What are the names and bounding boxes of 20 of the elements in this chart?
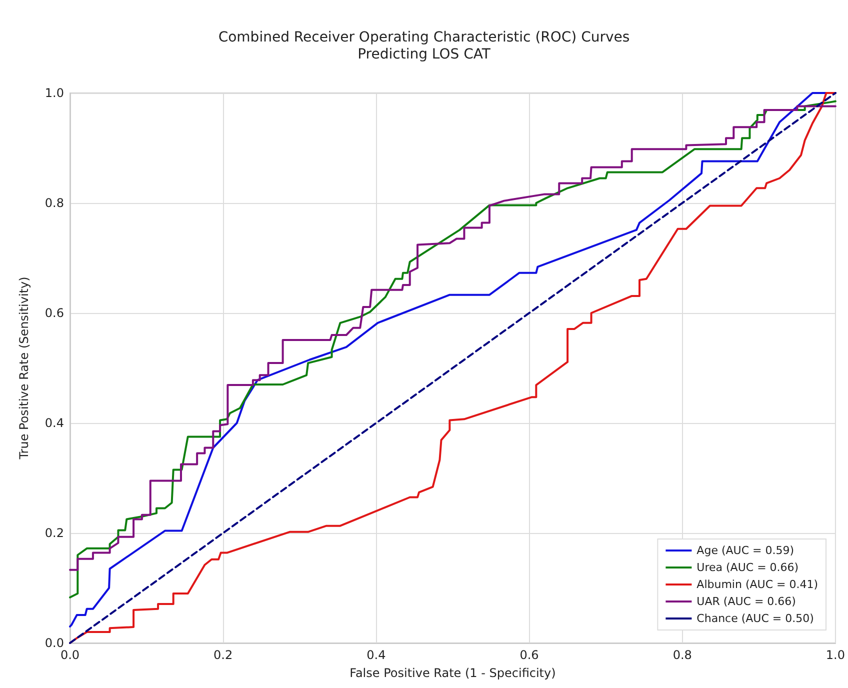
y-tick-label: 0.8 [44,196,64,210]
y-tick-label: 0.0 [44,636,64,650]
y-tick-label: 0.2 [44,526,64,540]
x-tick-label: 0.8 [672,648,692,662]
y-axis-title: True Positive Rate (Sensitivity) [17,276,31,460]
x-tick-label: 0.6 [520,648,539,662]
legend-label: UAR (AUC = 0.66) [696,595,796,608]
legend-label: Age (AUC = 0.59) [696,544,794,557]
y-tick-label: 0.4 [44,416,64,430]
legend-label: Chance (AUC = 0.50) [696,612,814,625]
legend-label: Urea (AUC = 0.66) [696,561,799,574]
x-axis-title: False Positive Rate (1 - Specificity) [350,666,556,680]
x-tick-label: 0.4 [366,648,386,662]
legend-label: Albumin (AUC = 0.41) [696,578,818,591]
y-tick-label: 0.6 [44,306,64,320]
x-tick-label: 0.0 [60,648,80,662]
y-tick-label: 1.0 [44,86,64,100]
x-tick-label: 0.2 [214,648,233,662]
x-tick-label: 1.0 [826,648,846,662]
chart-title: Combined Receiver Operating Characteristic (ROC) Curves Predicting LOS CAT [218,30,630,62]
